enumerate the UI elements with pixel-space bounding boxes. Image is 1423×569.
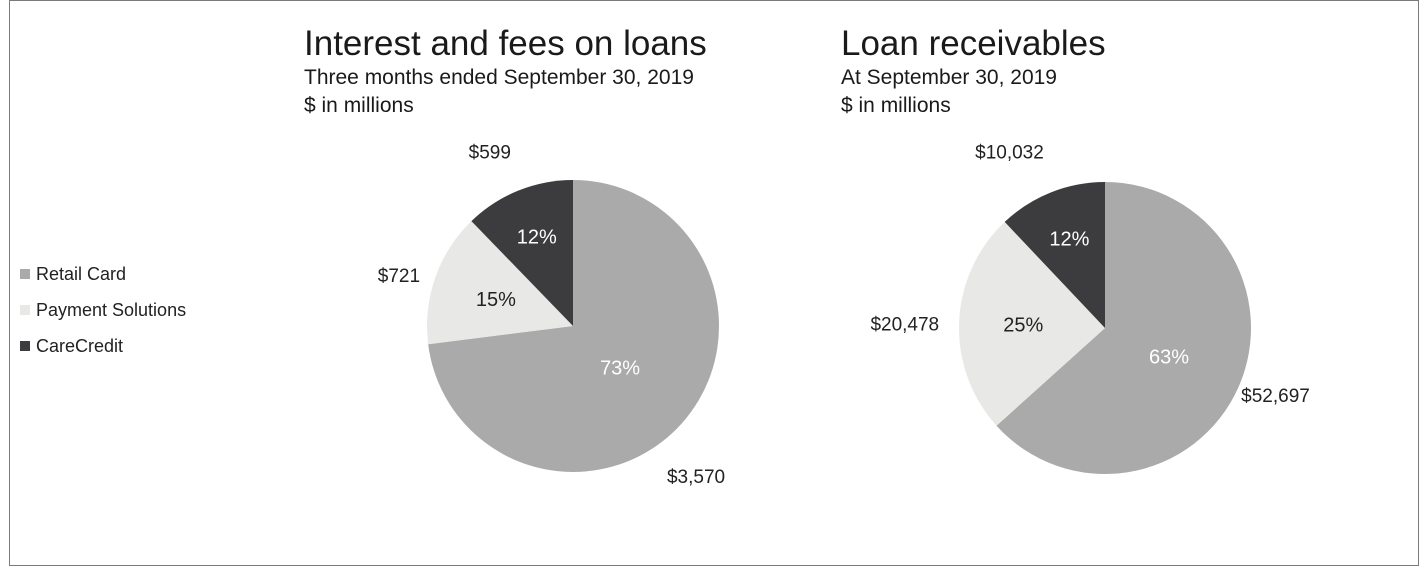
chart-2-title: Loan receivables	[841, 24, 1106, 63]
chart-1-subtitle: Three months ended September 30, 2019	[304, 66, 694, 89]
pie-2-slice-payment-solutions	[958, 221, 1105, 426]
legend-label: Payment Solutions	[36, 299, 187, 320]
chart-2-units: $ in millions	[841, 94, 951, 117]
legend-label: Retail Card	[36, 263, 127, 284]
pie-2-percent-label-carecredit: 12%	[1049, 228, 1089, 250]
chart-1-units: $ in millions	[304, 94, 414, 117]
chart-1-header: Interest and fees on loans Three months …	[304, 24, 707, 120]
pie-1-slice-carecredit	[471, 180, 573, 326]
pie-1-slice-payment-solutions	[427, 221, 573, 345]
legend-swatch-carecredit	[20, 341, 30, 351]
legend-swatch-payment-solutions	[20, 305, 30, 315]
pie-1-value-label-carecredit: $599	[469, 143, 511, 164]
chart-2-header: Loan receivables At September 30, 2019 $…	[841, 24, 1106, 120]
pie-2-percent-label-retail-card: 63%	[1149, 347, 1189, 369]
pie-2-slice-carecredit	[1004, 182, 1105, 328]
pie-2-slice-retail-card	[996, 182, 1252, 474]
legend-item-retail-card: Retail Card	[20, 256, 186, 292]
pie-1-value-label-retail-card: $3,570	[667, 467, 725, 488]
pie-1-percent-label-carecredit: 12%	[517, 227, 557, 249]
legend-label: CareCredit	[36, 335, 124, 356]
pie-chart-loan-receivables: 63% $52,697 25% $20,478 12% $10,032	[870, 142, 1310, 474]
pie-2-value-label-retail-card: $52,697	[1241, 386, 1310, 407]
legend-item-payment-solutions: Payment Solutions	[20, 292, 186, 328]
pie-2-percent-label-payment-solutions: 25%	[1003, 315, 1043, 337]
pie-1-slice-retail-card	[428, 180, 719, 472]
legend-swatch-retail-card	[20, 269, 30, 279]
pie-2-value-label-carecredit: $10,032	[975, 142, 1044, 163]
pie-2-value-label-payment-solutions: $20,478	[870, 315, 939, 336]
legend: Retail Card Payment Solutions CareCredit	[20, 256, 186, 364]
pie-1-value-label-payment-solutions: $721	[378, 266, 420, 287]
chart-1-title: Interest and fees on loans	[304, 24, 707, 63]
pie-1-percent-label-retail-card: 73%	[600, 358, 640, 380]
pie-chart-interest-fees: 73% $3,570 15% $721 12% $599	[378, 143, 725, 488]
pie-1-percent-label-payment-solutions: 15%	[476, 289, 516, 311]
chart-2-subtitle: At September 30, 2019	[841, 66, 1057, 89]
legend-item-carecredit: CareCredit	[20, 328, 186, 364]
